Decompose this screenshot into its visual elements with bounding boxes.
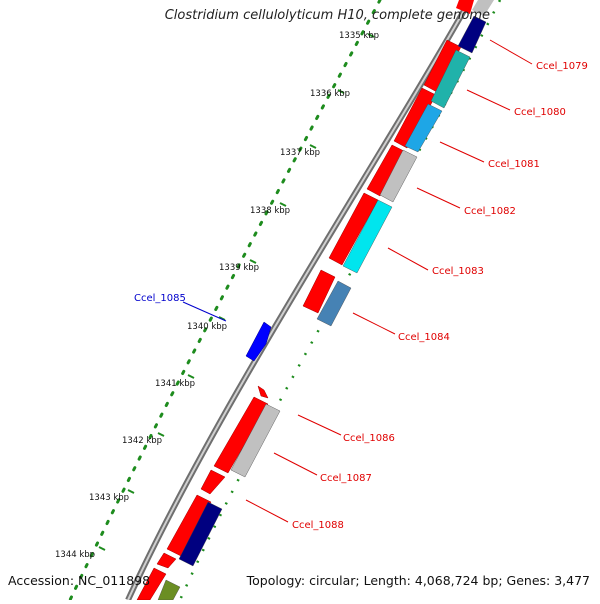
leader-ccel-1085 <box>182 301 227 322</box>
ruler-tick-1335 <box>367 33 375 38</box>
leader-ccel-1081 <box>439 141 485 163</box>
leader-ccel-1086 <box>297 414 342 436</box>
ruler-tick-1340 <box>218 316 226 321</box>
ruler-tick-1337 <box>309 144 317 149</box>
ruler-tick-1339 <box>249 259 257 264</box>
leader-ccel-1083 <box>387 247 429 271</box>
ruler-tick-1344 <box>98 546 106 551</box>
cds-feature <box>393 87 437 149</box>
ruler-tick-1338 <box>279 202 287 207</box>
ruler-tick-1343 <box>127 489 135 494</box>
cds-feature <box>328 192 379 266</box>
cds-feature <box>366 144 407 197</box>
gene-ccel-1083 <box>342 199 393 274</box>
gene-label-ccel-1086[interactable]: Ccel_1086 <box>343 433 395 444</box>
genome-backbone-highlight <box>127 0 471 601</box>
ruler-tick-1336 <box>337 89 345 94</box>
gene-label-ccel-1083[interactable]: Ccel_1083 <box>432 266 484 277</box>
ruler-label-1338: 1338 kbp <box>250 206 290 216</box>
cds-feature <box>213 396 269 474</box>
gene-ccel-1081 <box>404 103 443 153</box>
gene-top-grey <box>472 0 494 16</box>
leader-ccel-1084 <box>352 312 396 335</box>
ruler-label-1339: 1339 kbp <box>219 263 259 273</box>
gene-label-ccel-1084[interactable]: Ccel_1084 <box>398 332 450 343</box>
label-leaders <box>245 39 533 523</box>
cds-feature-top <box>456 0 474 14</box>
topology-label: Topology: circular; Length: 4,068,724 bp… <box>246 573 590 588</box>
leader-ccel-1082 <box>416 187 461 209</box>
accession-label: Accession: NC_011898 <box>8 573 151 588</box>
gene-track-right <box>157 15 487 601</box>
leader-ccel-1088 <box>245 499 289 523</box>
gene-ccel-1082 <box>379 149 418 203</box>
gene-ccel-1087 <box>178 501 223 567</box>
gene-label-ccel-1085[interactable]: Ccel_1085 <box>134 293 186 304</box>
gene-ccel-1088 <box>157 579 181 601</box>
ruler-dotted-arc <box>68 0 382 602</box>
gene-labels: Ccel_1079 Ccel_1080 Ccel_1081 Ccel_1082 … <box>292 61 588 531</box>
cds-feature <box>156 552 177 569</box>
ruler-label-1336: 1336 kbp <box>310 89 350 99</box>
ruler-ticks: 1335 kbp 1336 kbp 1337 kbp 1338 kbp 1339… <box>55 31 379 560</box>
ruler-label-1342: 1342 kbp <box>122 436 162 446</box>
ruler-tick-1341 <box>187 374 195 379</box>
ruler-label-1343: 1343 kbp <box>89 493 129 503</box>
cds-feature <box>257 385 269 399</box>
ruler-label-1340: 1340 kbp <box>187 322 227 332</box>
gene-label-ccel-1079[interactable]: Ccel_1079 <box>536 61 588 72</box>
ruler-label-1335: 1335 kbp <box>339 31 379 41</box>
cds-feature <box>302 269 336 314</box>
gene-label-ccel-1088[interactable]: Ccel_1088 <box>292 520 344 531</box>
ruler-label-1341: 1341 kbp <box>155 379 195 389</box>
ruler-label-1344: 1344 kbp <box>55 550 95 560</box>
gene-ccel-1079 <box>457 15 487 54</box>
ruler-label-1337: 1337 kbp <box>280 148 320 158</box>
gene-ccel-1084 <box>316 280 352 327</box>
cds-feature <box>200 469 226 495</box>
gene-ccel-1085 <box>245 321 272 362</box>
gene-label-ccel-1082[interactable]: Ccel_1082 <box>464 206 516 217</box>
gene-label-ccel-1080[interactable]: Ccel_1080 <box>514 107 566 118</box>
cds-track-left <box>136 39 462 601</box>
map-title: Clostridium cellulolyticum H10, complete… <box>164 8 490 23</box>
leader-ccel-1079 <box>489 39 533 65</box>
gene-ccel-1080 <box>430 49 471 109</box>
leader-ccel-1087 <box>273 452 318 476</box>
gene-label-ccel-1087[interactable]: Ccel_1087 <box>320 473 372 484</box>
gene-label-ccel-1081[interactable]: Ccel_1081 <box>488 159 540 170</box>
gene-ccel-1086 <box>230 403 281 478</box>
leader-ccel-1080 <box>466 89 511 111</box>
ruler-tick-1342 <box>157 432 165 437</box>
